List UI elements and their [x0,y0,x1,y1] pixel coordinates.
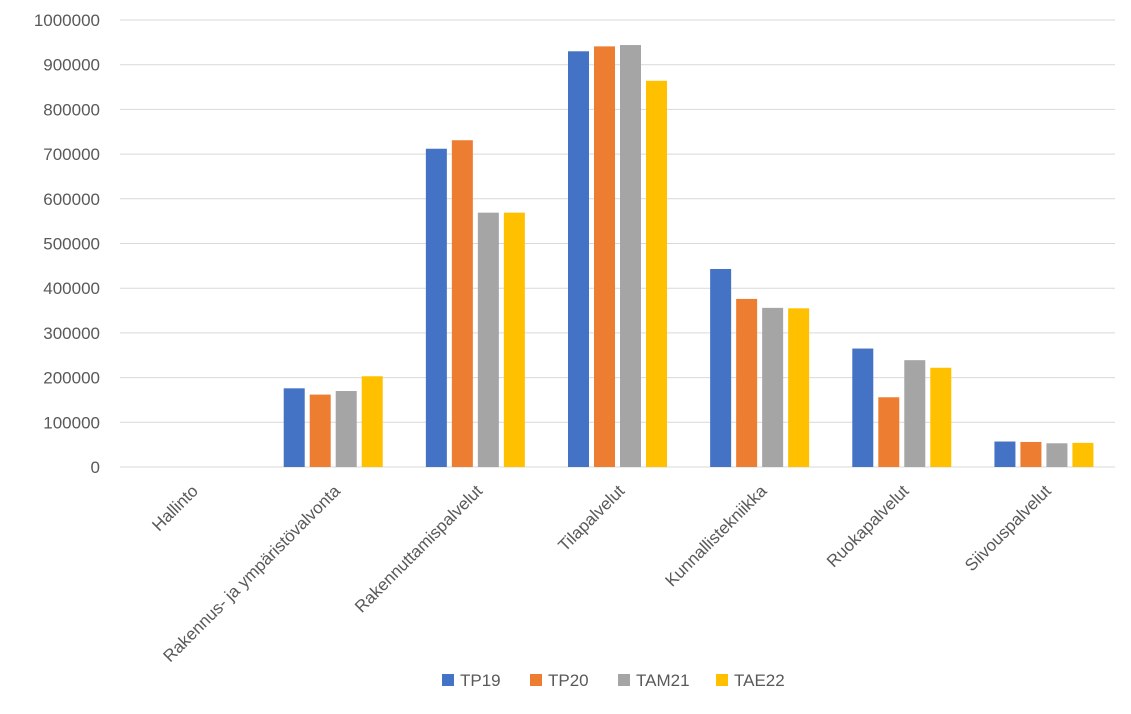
bar-tp20 [309,394,331,467]
category-label: Ruokapalvelut [823,481,913,571]
y-axis-tick-labels: 0 100000 200000 300000 400000 500000 600000 700… [34,11,100,477]
bar-tp19 [852,348,874,467]
y-tick-label: 300000 [43,324,100,343]
y-tick-label: 200000 [43,369,100,388]
legend-swatch-tp19 [442,674,454,686]
legend-swatch-tae22 [716,674,728,686]
category-label: Kunnallistekniikka [661,481,770,590]
bar-tam21 [762,307,784,467]
bar-tp20 [594,46,615,468]
y-tick-label: 600000 [43,190,100,209]
bar-tae22 [788,308,810,467]
legend: TP19 TP20 TAM21 TAE22 [442,671,785,690]
bar-tp19 [994,441,1016,467]
gridlines [120,19,1115,468]
y-tick-label: 500000 [43,235,100,254]
y-tick-label: 0 [91,458,100,477]
y-tick-label: 1000000 [34,11,100,30]
bar-tp20 [878,397,900,467]
y-tick-label: 900000 [43,56,100,75]
category-label: Tilapalvelut [555,481,629,555]
bar-tp20 [451,140,473,468]
bar-tp19 [283,388,305,467]
legend-label-tp20: TP20 [548,671,589,690]
bar-tae22 [361,376,383,467]
bar-tam21 [620,45,641,467]
category-label: Rakennuttamispalvelut [351,481,486,616]
legend-label-tae22: TAE22 [734,671,785,690]
bar-tae22 [503,212,525,467]
bar-tp20 [1020,441,1042,467]
bar-tae22 [930,367,952,467]
y-tick-label: 100000 [43,413,100,432]
y-tick-label: 400000 [43,279,100,298]
y-tick-label: 700000 [43,145,100,164]
bar-tam21 [477,212,499,467]
legend-label-tp19: TP19 [460,671,501,690]
legend-swatch-tp20 [530,674,542,686]
y-tick-label: 800000 [43,100,100,119]
bars [283,45,1094,468]
bar-tp19 [710,268,732,467]
bar-tp19 [425,148,447,467]
bar-tae22 [1072,442,1094,467]
bar-tp20 [736,298,758,467]
legend-label-tam21: TAM21 [636,671,690,690]
bar-tam21 [1046,443,1068,467]
bar-tae22 [646,80,667,468]
legend-swatch-tam21 [618,674,630,686]
bar-tam21 [335,391,357,467]
bar-tp19 [568,51,589,467]
category-label: Hallinto [148,481,202,535]
category-label: Siivouspalvelut [961,481,1055,575]
bar-tam21 [904,360,926,467]
